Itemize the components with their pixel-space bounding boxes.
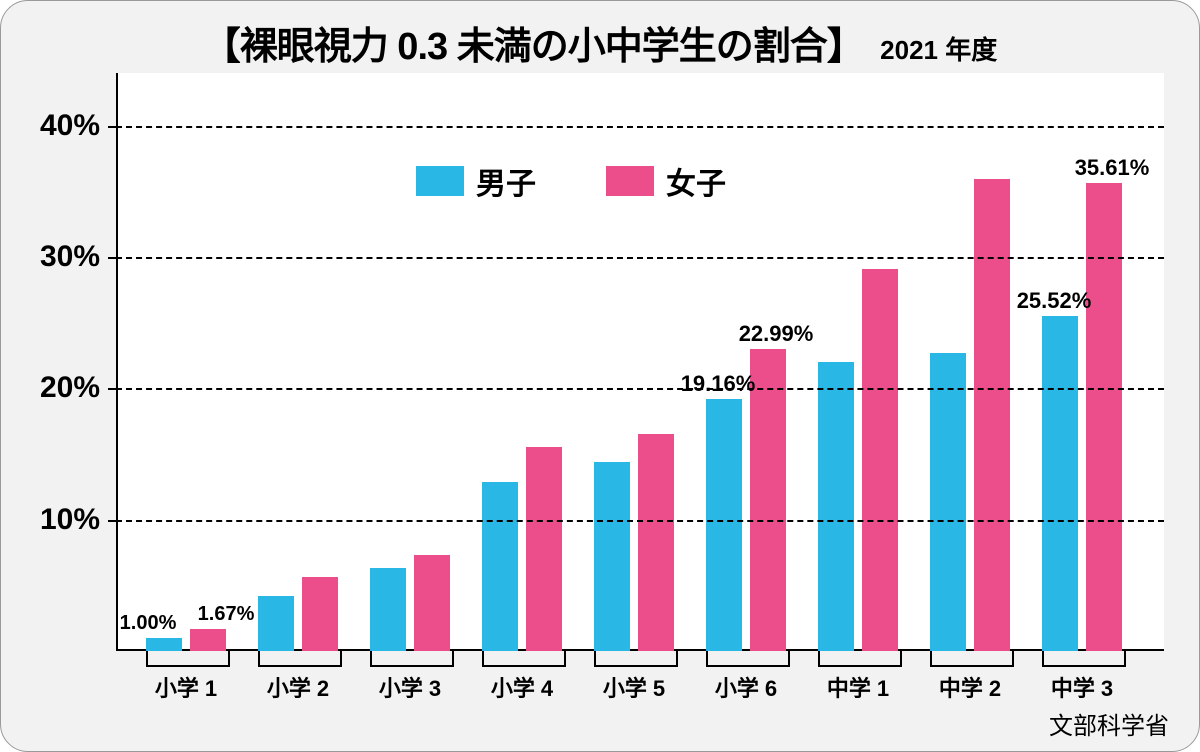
category-label: 小学 1 — [155, 671, 217, 703]
legend-label: 男子 — [476, 159, 536, 203]
group-bracket — [818, 651, 902, 667]
category-label: 中学 2 — [939, 671, 1001, 703]
group-bracket — [370, 651, 454, 667]
category-label: 小学 5 — [603, 671, 665, 703]
legend-swatch — [606, 166, 654, 196]
group-bracket — [930, 651, 1014, 667]
bar-girls — [526, 447, 562, 651]
bar-girls — [302, 577, 338, 651]
group-bracket — [482, 651, 566, 667]
chart-year: 2021 年度 — [880, 35, 997, 65]
bar-girls — [974, 179, 1010, 651]
bar-boys — [818, 362, 854, 651]
group-bracket — [258, 651, 342, 667]
bar-girls — [190, 629, 226, 651]
category-label: 小学 2 — [267, 671, 329, 703]
value-label: 19.16% — [681, 371, 756, 397]
value-label: 22.99% — [739, 321, 814, 347]
plot-area: 男子女子 10%20%30%40%小学 1小学 2小学 3小学 4小学 5小学 … — [116, 73, 1164, 651]
value-label: 35.61% — [1075, 155, 1150, 181]
gridline — [116, 257, 1164, 259]
bar-girls — [414, 555, 450, 651]
gridline — [116, 126, 1164, 128]
category-label: 中学 3 — [1051, 671, 1113, 703]
gridline — [116, 520, 1164, 522]
bar-boys — [1042, 316, 1078, 651]
group-bracket — [1042, 651, 1126, 667]
group-bracket — [706, 651, 790, 667]
bar-girls — [638, 434, 674, 651]
group-bracket — [146, 651, 230, 667]
value-label: 25.52% — [1017, 288, 1092, 314]
title-row: 【裸眼視力 0.3 未満の小中学生の割合】 2021 年度 — [1, 15, 1199, 70]
gridline — [116, 388, 1164, 390]
y-tick-label: 20% — [40, 371, 116, 405]
bar-girls — [750, 349, 786, 651]
source-credit: 文部科学省 — [1049, 706, 1169, 741]
y-tick-label: 30% — [40, 240, 116, 274]
bar-boys — [482, 482, 518, 651]
category-label: 中学 1 — [827, 671, 889, 703]
bar-boys — [594, 462, 630, 651]
chart-frame: 【裸眼視力 0.3 未満の小中学生の割合】 2021 年度 男子 女子 10% 20… — [0, 0, 1200, 752]
group-bracket — [594, 651, 678, 667]
value-label: 1.67% — [198, 603, 255, 626]
bar-boys — [370, 568, 406, 651]
legend-swatch — [416, 166, 464, 196]
chart-title: 【裸眼視力 0.3 未満の小中学生の割合】 — [203, 26, 864, 68]
legend-label: 女子 — [666, 159, 726, 203]
bar-boys — [146, 638, 182, 651]
y-tick-label: 40% — [40, 109, 116, 143]
value-label: 1.00% — [120, 612, 177, 635]
category-label: 小学 6 — [715, 671, 777, 703]
bar-boys — [930, 353, 966, 651]
legend: 男子 女子 — [416, 159, 782, 203]
category-label: 小学 4 — [491, 671, 553, 703]
category-label: 小学 3 — [379, 671, 441, 703]
y-tick-label: 10% — [40, 503, 116, 537]
bar-boys — [258, 596, 294, 651]
bar-boys — [706, 399, 742, 651]
bar-girls — [862, 269, 898, 651]
bar-girls — [1086, 183, 1122, 651]
